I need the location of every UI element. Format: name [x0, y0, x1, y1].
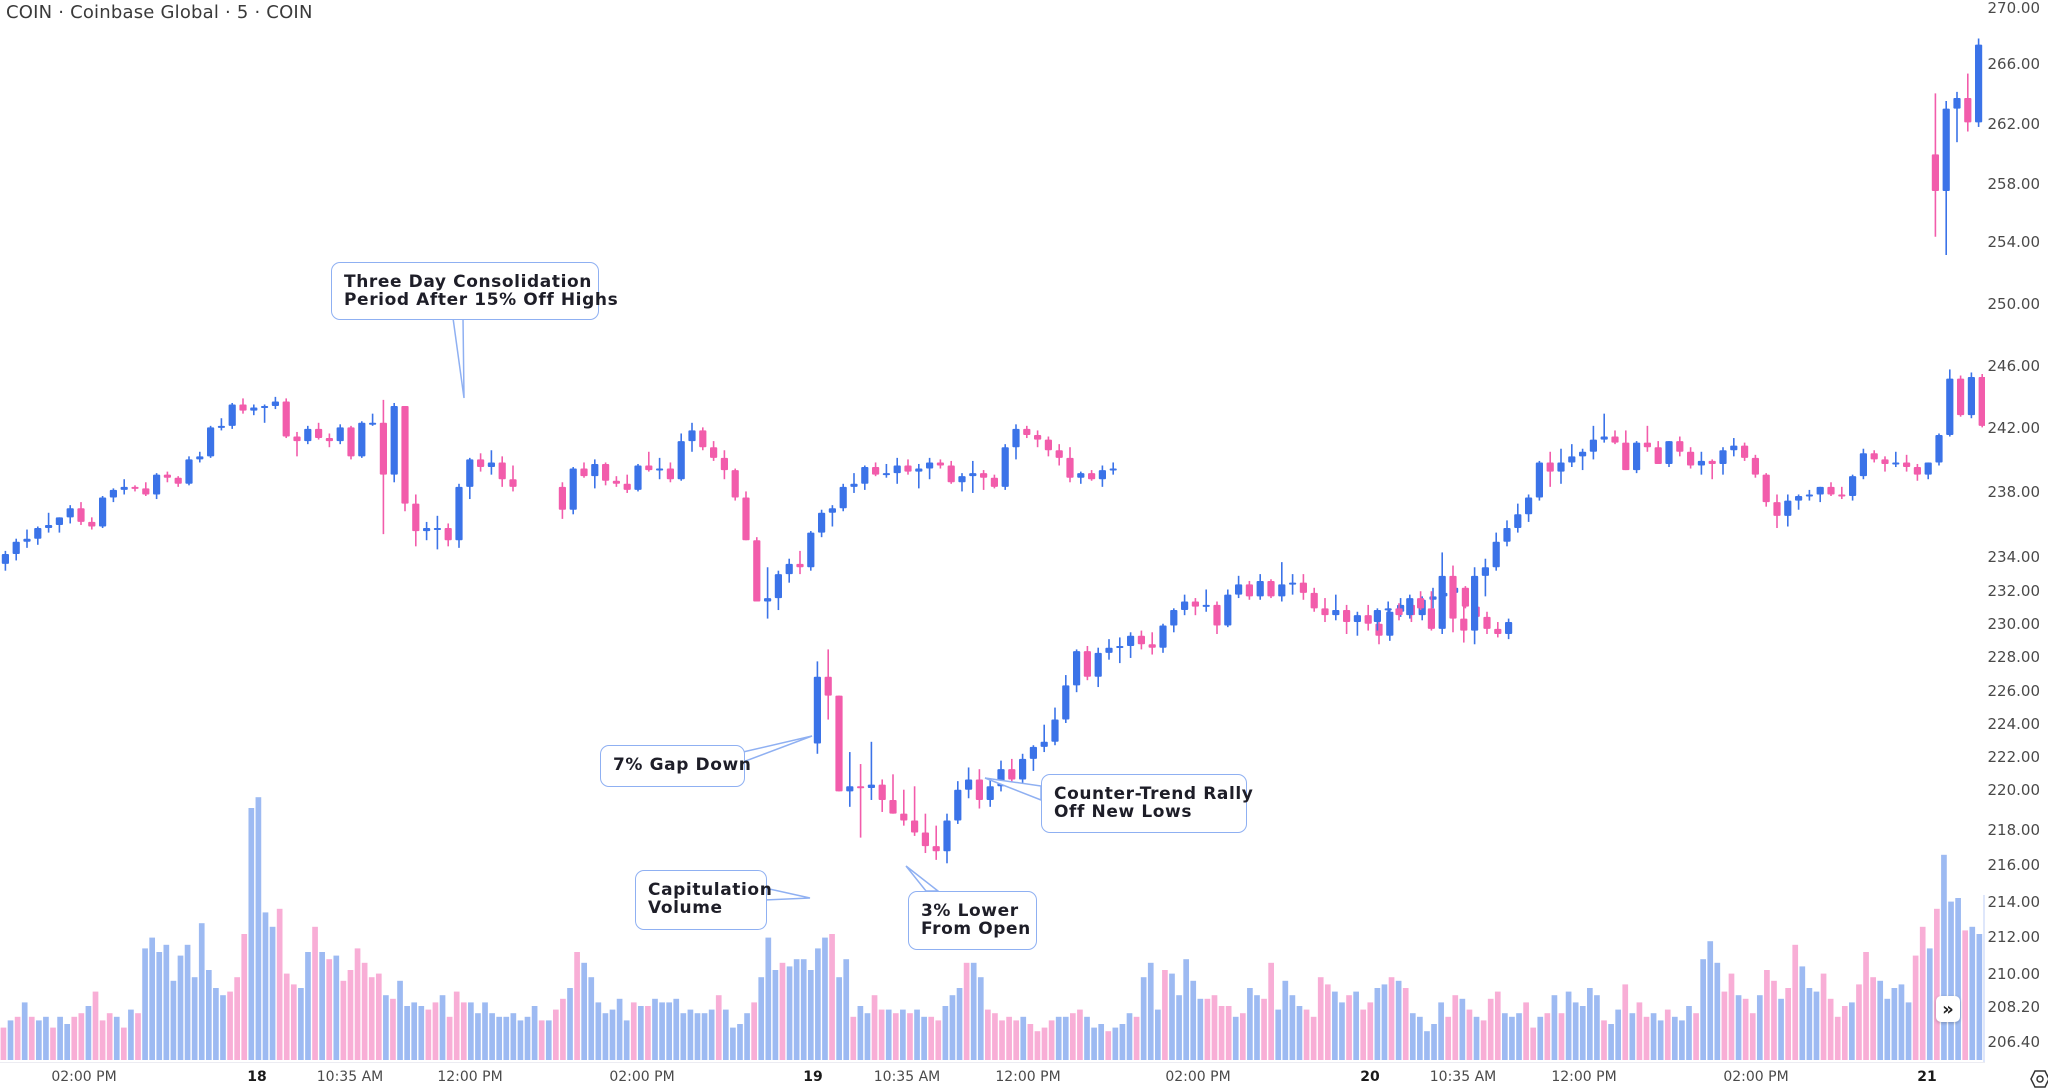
price-tick-label: 222.00 [1987, 748, 2041, 766]
callout-capitulation[interactable]: Capitulation Volume [635, 870, 772, 930]
price-tick-label: 270.00 [1987, 0, 2041, 17]
callout-gap-down[interactable]: 7% Gap Down [600, 745, 751, 787]
price-tick-label: 262.00 [1987, 115, 2041, 133]
price-tick-label: 232.00 [1987, 582, 2041, 600]
callout-consolidation[interactable]: Three Day Consolidation Period After 15%… [331, 262, 618, 320]
time-tick-day: 20 [1360, 1069, 1380, 1085]
time-tick-label: 02:00 PM [609, 1069, 675, 1085]
price-tick-label: 214.00 [1987, 893, 2041, 911]
price-tick-label: 220.00 [1987, 781, 2041, 799]
price-tick-label: 206.40 [1987, 1033, 2041, 1051]
price-tick-label: 230.00 [1987, 615, 2041, 633]
time-tick-label: 02:00 PM [1723, 1069, 1789, 1085]
chart-title: COIN · Coinbase Global · 5 · COIN [6, 2, 313, 23]
time-tick-label: 12:00 PM [437, 1069, 503, 1085]
time-axis[interactable]: 02:00 PM 18 10:35 AM 12:00 PM 02:00 PM 19 10:3… [0, 1062, 1985, 1090]
price-tick-label: 246.00 [1987, 357, 2041, 375]
price-tick-label: 212.00 [1987, 928, 2041, 946]
price-tick-label: 266.00 [1987, 55, 2041, 73]
callout-pointers [452, 317, 1042, 901]
time-tick-label: 10:35 AM [873, 1069, 941, 1085]
time-tick-label: 02:00 PM [1165, 1069, 1231, 1085]
price-axis[interactable]: 270.00 266.00 262.00 258.00 254.00 250.00 246.… [1985, 0, 2048, 1062]
scroll-to-realtime-button[interactable]: » [1936, 996, 1960, 1022]
price-tick-label: 210.00 [1987, 965, 2041, 983]
price-tick-label: 224.00 [1987, 715, 2041, 733]
price-tick-label: 218.00 [1987, 821, 2041, 839]
time-tick-day: 19 [803, 1069, 823, 1085]
time-tick-label: 10:35 AM [316, 1069, 384, 1085]
time-tick-label: 02:00 PM [51, 1069, 117, 1085]
price-tick-label: 226.00 [1987, 682, 2041, 700]
price-chart-plot[interactable] [0, 0, 1985, 1062]
volume-bars [0, 797, 1983, 1060]
price-tick-label: 216.00 [1987, 856, 2041, 874]
price-tick-label: 254.00 [1987, 233, 2041, 251]
time-tick-day: 18 [247, 1069, 267, 1085]
price-tick-label: 208.20 [1987, 998, 2041, 1016]
price-tick-label: 234.00 [1987, 548, 2041, 566]
candlesticks [1, 38, 1985, 864]
price-tick-label: 242.00 [1987, 419, 2041, 437]
callout-lower-from-open[interactable]: 3% Lower From Open [908, 891, 1037, 950]
double-chevron-right-icon: » [1942, 998, 1954, 1020]
volume-pane-edge [1983, 895, 1985, 1062]
settings-hexagon-icon[interactable] [2030, 1070, 2048, 1088]
price-tick-label: 258.00 [1987, 175, 2041, 193]
time-tick-day: 21 [1917, 1069, 1937, 1085]
price-tick-label: 250.00 [1987, 295, 2041, 313]
price-tick-label: 228.00 [1987, 648, 2041, 666]
time-tick-label: 12:00 PM [995, 1069, 1061, 1085]
time-tick-label: 10:35 AM [1429, 1069, 1497, 1085]
price-tick-label: 238.00 [1987, 483, 2041, 501]
time-tick-label: 12:00 PM [1551, 1069, 1617, 1085]
callout-counter-trend[interactable]: Counter-Trend Rally Off New Lows [1041, 774, 1253, 833]
